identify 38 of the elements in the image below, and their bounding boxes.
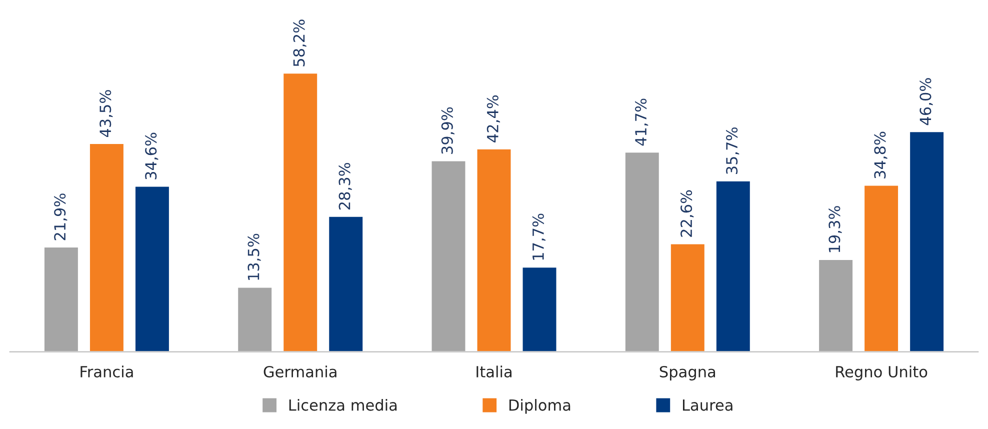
data-label: 21,9% xyxy=(54,194,68,240)
data-label: 34,6% xyxy=(145,132,158,180)
data-label: 41,7% xyxy=(635,98,648,146)
data-label: 39,9% xyxy=(441,107,454,154)
data-label: 34,8% xyxy=(874,132,888,178)
bar xyxy=(521,266,558,352)
bar xyxy=(476,148,512,352)
bar xyxy=(430,160,467,352)
x-tick-label: Francia xyxy=(80,366,133,378)
data-label: 42,4% xyxy=(486,95,500,142)
bar xyxy=(236,286,273,352)
x-tick-label: Germania xyxy=(264,366,336,378)
bar xyxy=(282,72,318,352)
x-tick-label: Italia xyxy=(476,366,512,378)
legend-label: Laurea xyxy=(682,399,732,411)
x-tick-label: Spagna xyxy=(660,366,716,380)
bar xyxy=(43,246,80,352)
data-label: 58,2% xyxy=(293,20,306,66)
data-label: 28,3% xyxy=(338,162,352,210)
bar xyxy=(328,215,364,352)
bar xyxy=(715,180,752,352)
data-label: 22,6% xyxy=(680,190,694,237)
x-tick-label: Regno Unito xyxy=(836,366,928,380)
data-label: 19,3% xyxy=(828,206,842,252)
legend-label: Diploma xyxy=(509,398,570,414)
data-label: 43,5% xyxy=(100,90,113,138)
bar xyxy=(908,130,945,352)
data-label: 17,7% xyxy=(532,214,546,260)
bar xyxy=(88,142,125,352)
bar xyxy=(818,258,854,352)
bar xyxy=(624,151,660,352)
data-label: 13,5% xyxy=(248,234,261,280)
bar xyxy=(670,242,706,352)
data-label: 35,7% xyxy=(726,127,740,174)
bar xyxy=(134,185,170,352)
bar xyxy=(863,184,900,352)
data-label: 46,0% xyxy=(920,78,933,126)
legend-label: Licenza media xyxy=(289,398,397,411)
